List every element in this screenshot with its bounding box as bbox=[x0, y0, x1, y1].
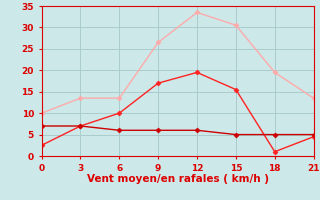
X-axis label: Vent moyen/en rafales ( km/h ): Vent moyen/en rafales ( km/h ) bbox=[87, 174, 268, 184]
